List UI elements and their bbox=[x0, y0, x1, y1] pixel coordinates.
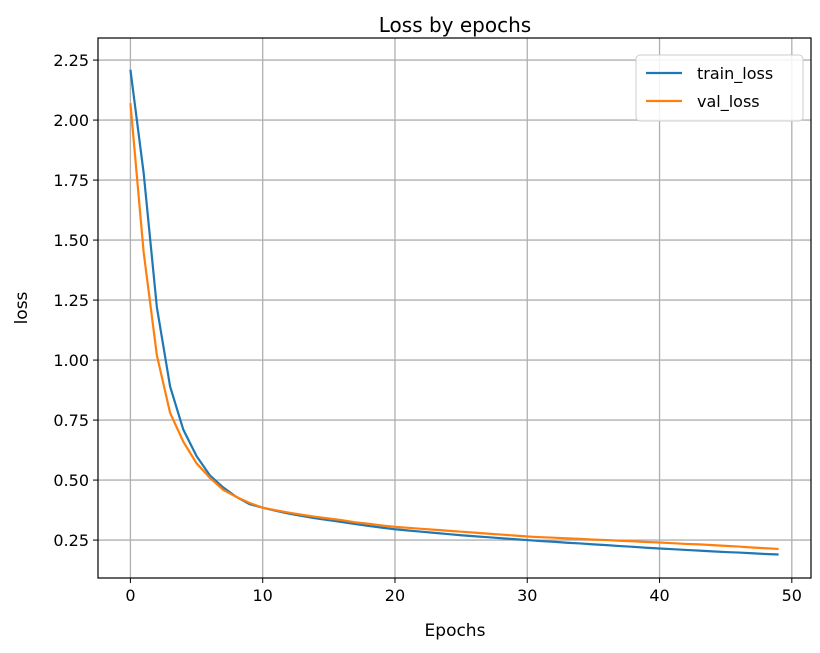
y-tick-label: 0.50 bbox=[53, 471, 89, 490]
legend: train_loss val_loss bbox=[635, 54, 804, 122]
y-tick-label: 0.75 bbox=[53, 411, 89, 430]
series-line-val_loss bbox=[129, 103, 779, 551]
x-tick-label: 50 bbox=[782, 586, 802, 605]
y-axis-label: loss bbox=[12, 291, 32, 324]
legend-box bbox=[635, 54, 804, 122]
axes-frame bbox=[97, 37, 812, 579]
y-tick-label: 2.25 bbox=[53, 51, 89, 70]
y-tick-label: 1.25 bbox=[53, 291, 89, 310]
x-tick-label: 10 bbox=[253, 586, 273, 605]
y-tick-label: 1.75 bbox=[53, 171, 89, 190]
y-tick-label: 0.25 bbox=[53, 531, 89, 550]
x-tick-label: 40 bbox=[649, 586, 669, 605]
x-axis-label: Epochs bbox=[425, 621, 486, 641]
y-tick-label: 1.50 bbox=[53, 231, 89, 250]
legend-label: val_loss bbox=[697, 92, 760, 112]
x-tick-label: 0 bbox=[125, 586, 135, 605]
chart-title: Loss by epochs bbox=[379, 13, 531, 37]
legend-label: train_loss bbox=[697, 64, 773, 84]
x-tick-label: 30 bbox=[517, 586, 537, 605]
y-tick-label: 2.00 bbox=[53, 111, 89, 130]
y-tick-label: 1.00 bbox=[53, 351, 89, 370]
x-tick-label: 20 bbox=[385, 586, 405, 605]
series-line-train_loss bbox=[129, 69, 779, 556]
